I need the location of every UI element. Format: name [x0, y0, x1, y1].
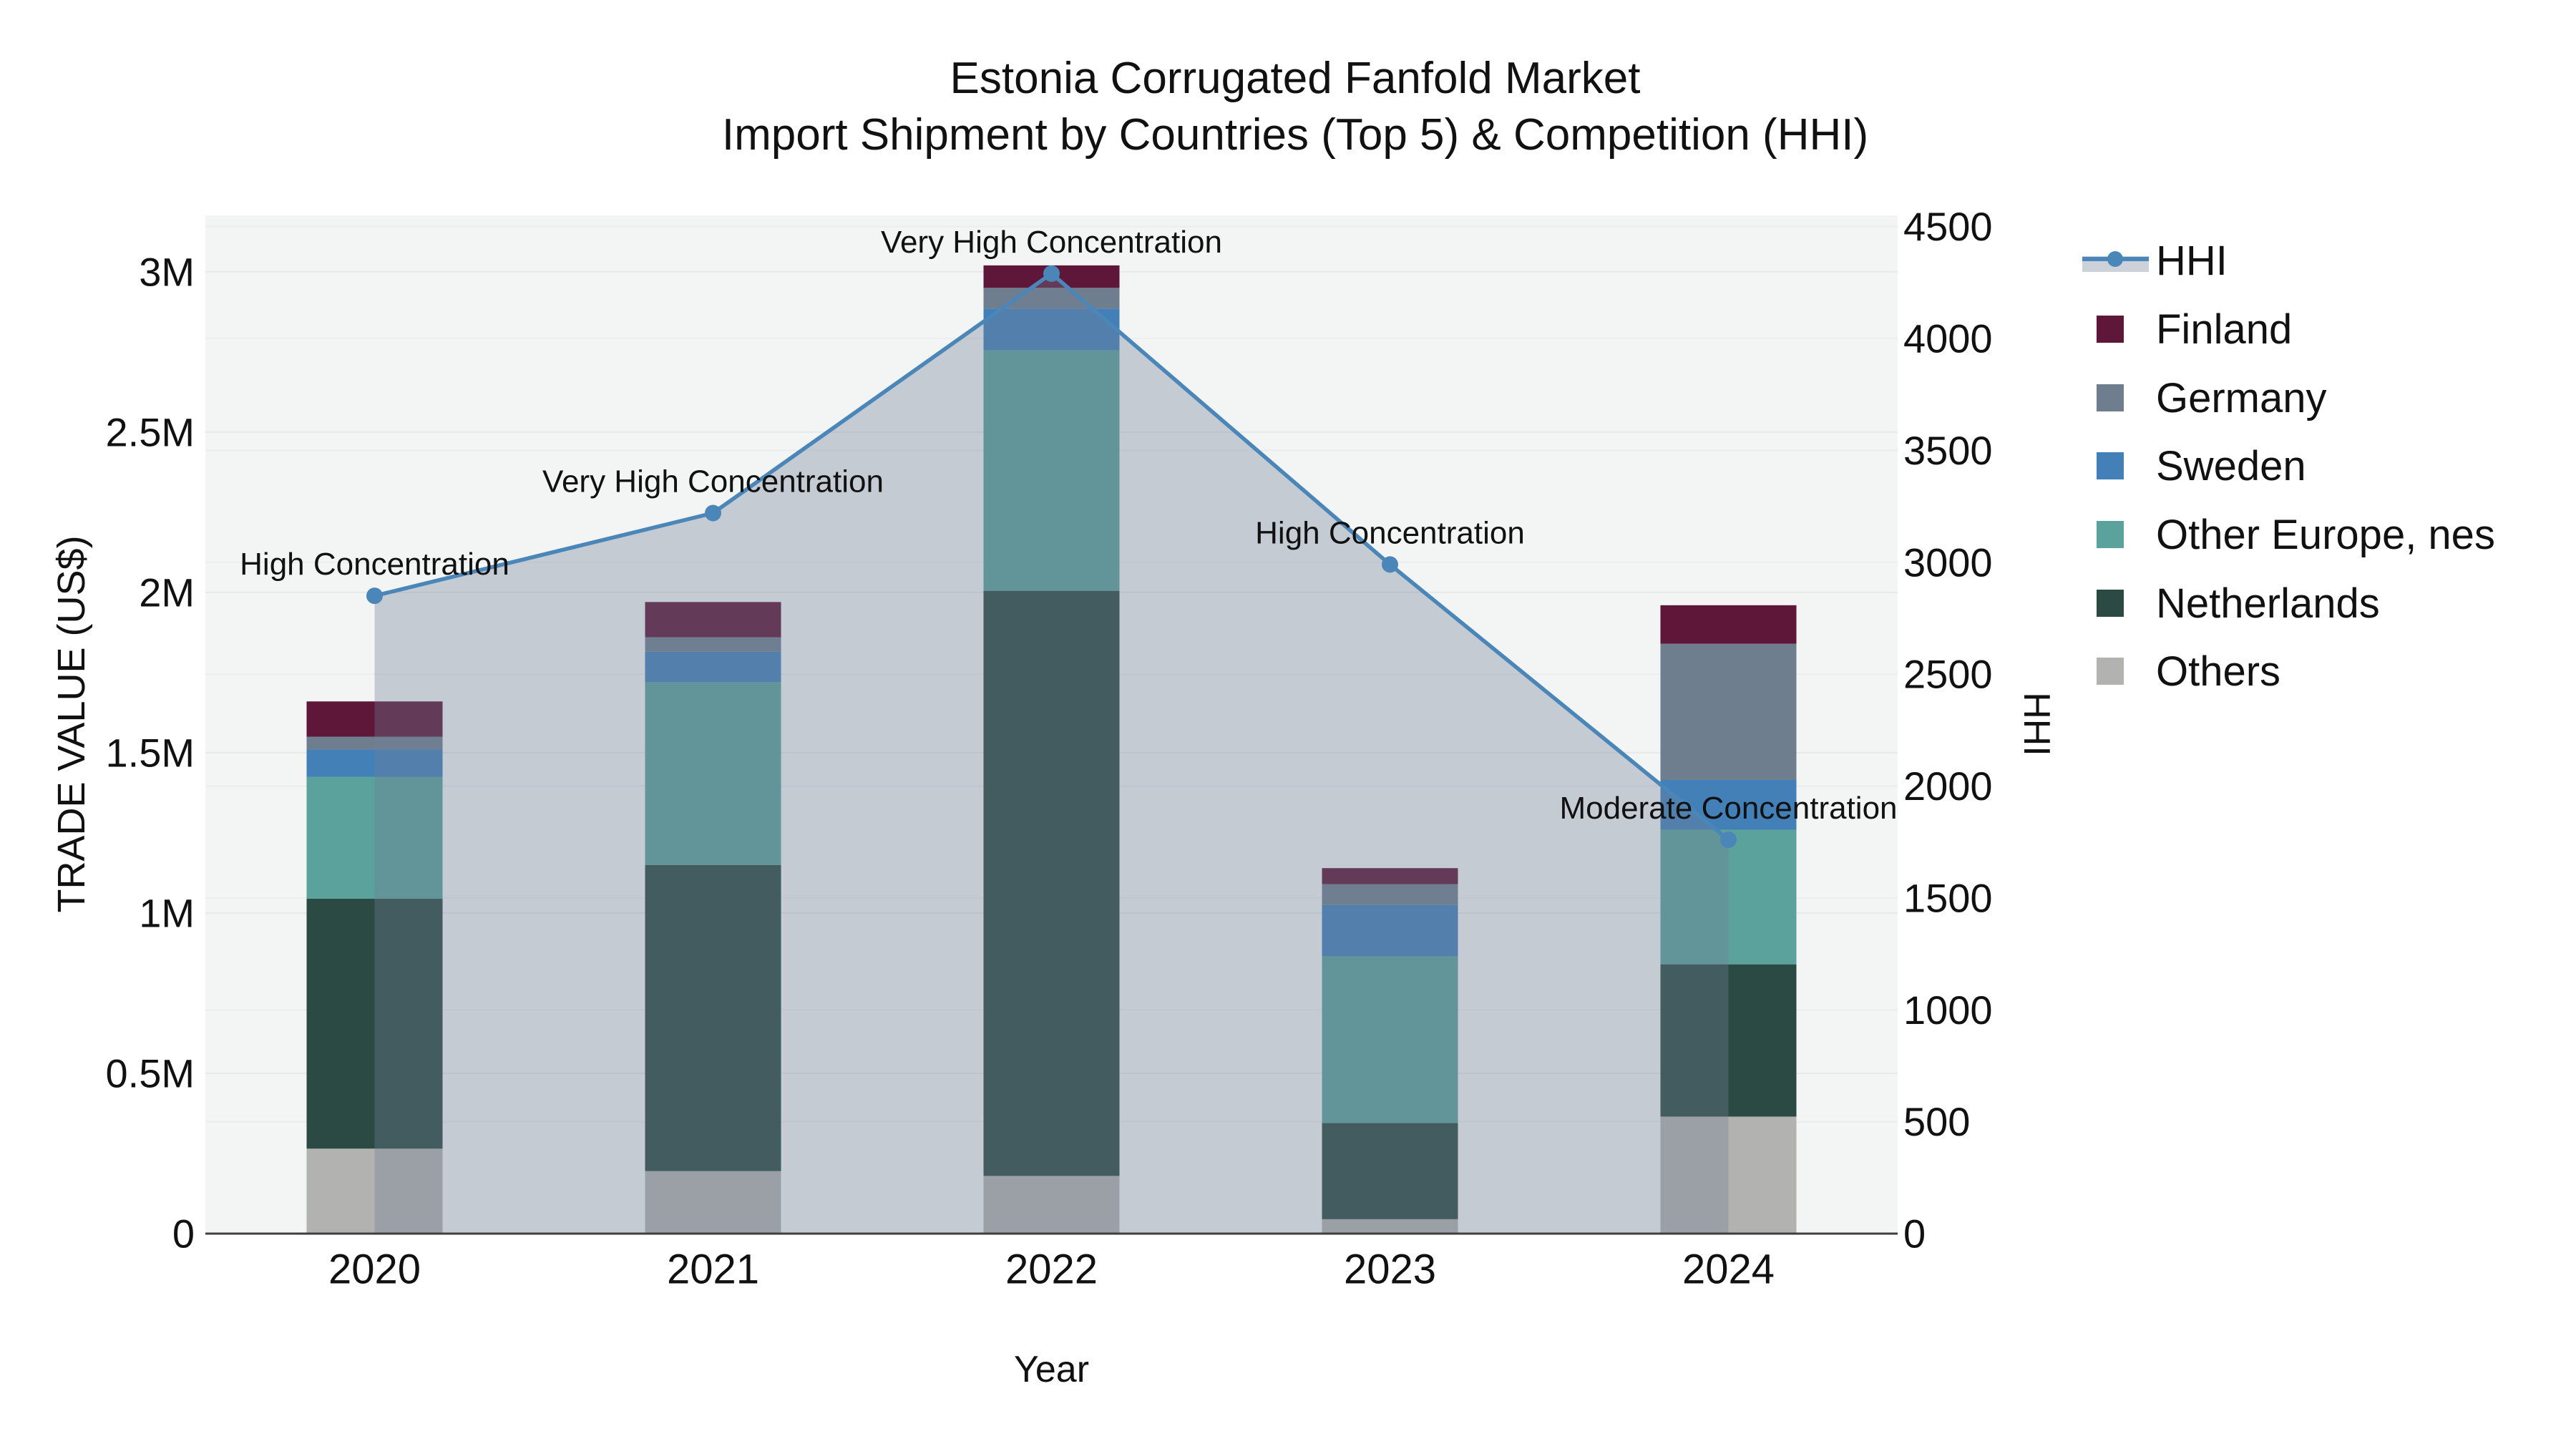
- bar-segment-germany-2023[interactable]: [1322, 884, 1458, 905]
- hhi-marker-2024[interactable]: [1720, 831, 1737, 849]
- x-tick-2023: 2023: [1344, 1246, 1436, 1293]
- x-tick-2021: 2021: [667, 1246, 759, 1293]
- chart-title: Estonia Corrugated Fanfold Market Import…: [0, 50, 2576, 163]
- legend-label: Sweden: [2156, 442, 2306, 489]
- bar-segment-sweden-2020[interactable]: [306, 749, 443, 777]
- legend-swatch-finland: [2097, 316, 2124, 343]
- hhi-marker-2021[interactable]: [705, 504, 721, 522]
- y-right-tick-4500: 4500: [1903, 204, 1993, 249]
- bar-segment-finland-2023[interactable]: [1322, 868, 1458, 884]
- legend-sample: [2075, 308, 2156, 350]
- bar-segment-germany-2024[interactable]: [1660, 643, 1797, 781]
- legend-item-netherlands[interactable]: Netherlands: [2075, 580, 2380, 627]
- bar-segment-others-2020[interactable]: [306, 1148, 443, 1234]
- bar-segment-netherlands-2020[interactable]: [306, 898, 443, 1149]
- y-right-tick-3500: 3500: [1903, 428, 1993, 473]
- bar-segment-other-europe-nes-2023[interactable]: [1322, 956, 1458, 1123]
- y-right-tick-0: 0: [1903, 1211, 1926, 1257]
- legend-swatch-germany: [2097, 384, 2124, 411]
- bar-segment-others-2021[interactable]: [645, 1171, 781, 1234]
- annotation-2023: High Concentration: [1255, 515, 1525, 550]
- bar-segment-others-2022[interactable]: [983, 1176, 1120, 1234]
- bar-segment-sweden-2022[interactable]: [983, 308, 1120, 351]
- y-right-tick-1000: 1000: [1903, 987, 1993, 1033]
- bar-segment-sweden-2021[interactable]: [645, 651, 781, 683]
- legend-item-germany[interactable]: Germany: [2075, 374, 2327, 421]
- legend-swatch-other-europe-nes: [2097, 521, 2124, 548]
- bar-segment-others-2023[interactable]: [1322, 1219, 1458, 1234]
- legend-swatch-others: [2097, 658, 2124, 685]
- hhi-marker-2023[interactable]: [1382, 556, 1398, 573]
- bar-segment-finland-2024[interactable]: [1660, 605, 1797, 644]
- chart-title-line2: Import Shipment by Countries (Top 5) & C…: [721, 110, 1869, 160]
- legend-label: Finland: [2156, 306, 2293, 353]
- legend-label: Other Europe, nes: [2156, 511, 2495, 558]
- bar-segment-other-europe-nes-2022[interactable]: [983, 350, 1120, 591]
- y-left-tick-1.5M: 1.5M: [106, 730, 195, 775]
- x-axis-title: Year: [1014, 1349, 1089, 1390]
- hhi-marker-2020[interactable]: [366, 587, 383, 605]
- y-right-tick-2000: 2000: [1903, 763, 1993, 809]
- x-tick-2024: 2024: [1682, 1246, 1775, 1293]
- y-right-tick-1500: 1500: [1903, 875, 1993, 920]
- chart-title-line1: Estonia Corrugated Fanfold Market: [950, 54, 1641, 103]
- legend-sample: [2075, 650, 2156, 692]
- bar-segment-other-europe-nes-2021[interactable]: [645, 682, 781, 865]
- bar-segment-other-europe-nes-2024[interactable]: [1660, 829, 1797, 965]
- x-tick-2020: 2020: [328, 1246, 421, 1293]
- bar-segment-germany-2020[interactable]: [306, 736, 443, 750]
- bar-segment-others-2024[interactable]: [1660, 1116, 1797, 1234]
- bar-segment-other-europe-nes-2020[interactable]: [306, 776, 443, 899]
- y-left-tick-0.5M: 0.5M: [106, 1050, 195, 1096]
- y-left-tick-2M: 2M: [139, 570, 195, 615]
- bar-segment-netherlands-2024[interactable]: [1660, 964, 1797, 1117]
- legend-label: Netherlands: [2156, 580, 2380, 627]
- legend-sample: [2075, 582, 2156, 624]
- y-right-tick-3000: 3000: [1903, 540, 1993, 585]
- legend-label: Germany: [2156, 374, 2327, 421]
- bar-segment-netherlands-2023[interactable]: [1322, 1123, 1458, 1219]
- bar-segment-finland-2021[interactable]: [645, 602, 781, 638]
- annotation-2024: Moderate Concentration: [1559, 791, 1897, 826]
- legend-label: Others: [2156, 648, 2281, 695]
- bar-segment-sweden-2023[interactable]: [1322, 904, 1458, 957]
- bar-segment-finland-2020[interactable]: [306, 701, 443, 737]
- legend-item-others[interactable]: Others: [2075, 648, 2280, 695]
- y-left-tick-1M: 1M: [139, 890, 195, 935]
- legend-sample: [2075, 377, 2156, 419]
- legend-item-other-europe-nes[interactable]: Other Europe, nes: [2075, 512, 2495, 558]
- legend-label: HHI: [2156, 237, 2228, 284]
- legend-item-finland[interactable]: Finland: [2075, 306, 2293, 353]
- y-left-axis-title: TRADE VALUE (US$): [50, 535, 93, 912]
- hhi-marker-2022[interactable]: [1043, 265, 1060, 282]
- x-tick-2022: 2022: [1005, 1246, 1098, 1293]
- bar-segment-germany-2021[interactable]: [645, 637, 781, 652]
- legend-hhi-marker: [2107, 251, 2123, 267]
- y-right-tick-2500: 2500: [1903, 652, 1993, 697]
- legend-sample: [2075, 514, 2156, 555]
- legend-sample: [2075, 445, 2156, 487]
- bar-segment-netherlands-2022[interactable]: [983, 590, 1120, 1176]
- legend-swatch-netherlands: [2097, 590, 2124, 617]
- legend-swatch-sweden: [2097, 452, 2124, 479]
- legend-hhi-line-sample: [2075, 240, 2156, 281]
- annotation-2022: Very High Concentration: [881, 225, 1222, 260]
- annotation-2021: Very High Concentration: [542, 464, 884, 499]
- y-right-tick-500: 500: [1903, 1099, 1970, 1144]
- bar-segment-netherlands-2021[interactable]: [645, 864, 781, 1171]
- legend-item-sweden[interactable]: Sweden: [2075, 442, 2306, 489]
- y-left-tick-0: 0: [172, 1211, 195, 1257]
- y-right-tick-4000: 4000: [1903, 316, 1993, 361]
- y-left-tick-3M: 3M: [139, 249, 195, 294]
- y-left-tick-2.5M: 2.5M: [106, 409, 195, 454]
- legend-item-hhi[interactable]: HHI: [2075, 238, 2228, 284]
- y-right-axis-title: HHI: [2016, 692, 2057, 756]
- annotation-2020: High Concentration: [240, 547, 509, 582]
